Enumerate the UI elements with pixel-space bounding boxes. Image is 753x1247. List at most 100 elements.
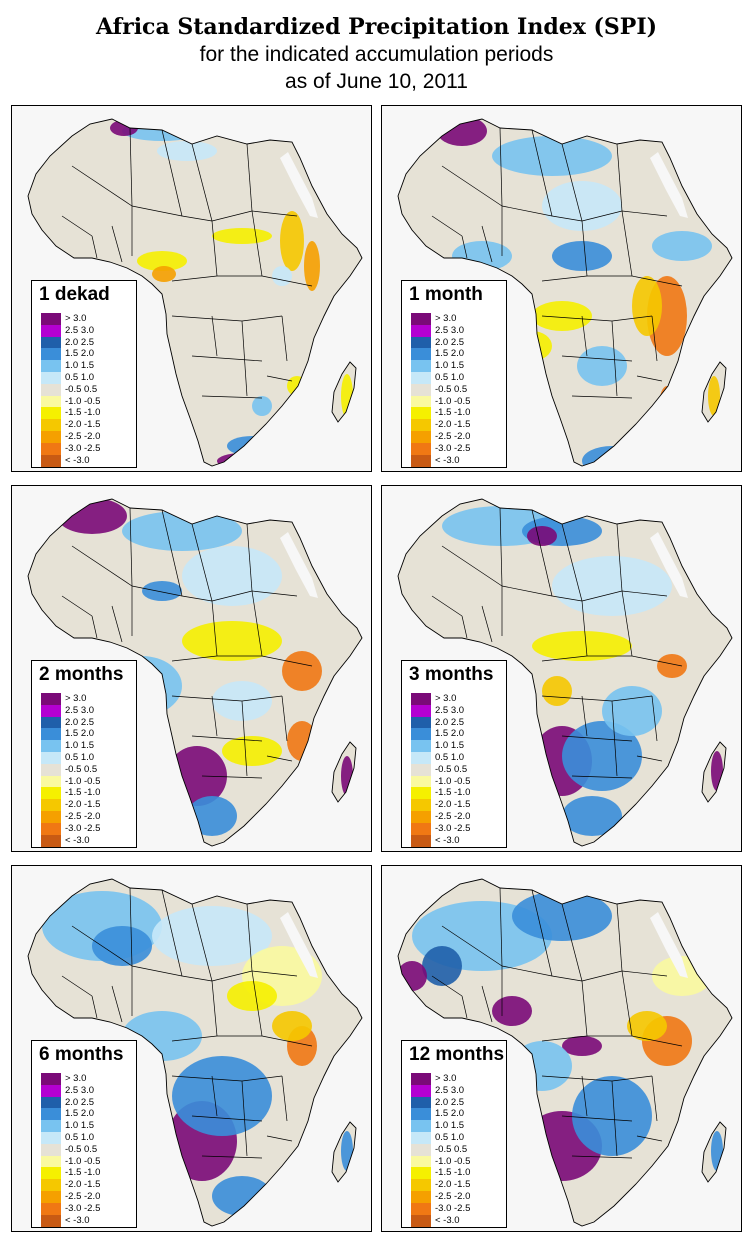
legend-row: > 3.0	[41, 1073, 135, 1085]
country-border	[191, 903, 213, 982]
legend-range-label: > 3.0	[435, 1073, 457, 1084]
country-border	[631, 655, 683, 667]
legend-row: -2.0 -1.5	[411, 799, 505, 812]
country-border	[441, 925, 503, 967]
legend-range-label: 1.0 1.5	[435, 360, 465, 372]
africa-landmass	[398, 119, 732, 466]
country-border	[441, 165, 503, 207]
country-border	[571, 775, 633, 779]
country-border	[251, 970, 298, 977]
legend-row: -1.5 -1.0	[41, 1167, 135, 1180]
map-panel-1-dekad: 1 dekad > 3.0 2.5 3.0 2.0 2.5 1.5 2.0 1.0 1.5…	[11, 105, 372, 472]
legend-swatch	[41, 763, 61, 776]
legend-swatch	[411, 822, 431, 835]
spi-anomaly-patch	[142, 581, 182, 601]
legend-row: 2.0 2.5	[41, 1096, 135, 1109]
country-border	[171, 1075, 243, 1082]
country-border	[581, 600, 588, 657]
legend-swatch	[411, 324, 431, 337]
legend-swatch	[411, 811, 431, 823]
country-border	[266, 755, 293, 762]
legend-range-label: -1.0 -0.5	[435, 1155, 471, 1167]
map-panel-1-month: 1 month > 3.0 2.5 3.0 2.0 2.5 1.5 2.0 1.0 1.5…	[381, 105, 742, 472]
coastline	[27, 118, 363, 467]
accumulation-period-label: 2 months	[39, 664, 124, 685]
legend-swatch	[411, 799, 431, 812]
country-border	[251, 970, 263, 1037]
madagascar-coastline	[701, 361, 727, 423]
legend-range-label: -0.5 0.5	[65, 1143, 98, 1155]
legend-range-label: 2.0 2.5	[65, 1096, 95, 1108]
country-border	[611, 1075, 653, 1082]
country-border	[616, 143, 623, 212]
legend-row: -2.5 -2.0	[411, 1191, 505, 1203]
country-border	[111, 985, 123, 1023]
country-border	[481, 605, 493, 643]
legend-range-label: -1.5 -1.0	[65, 407, 101, 419]
legend-range-label: 0.5 1.0	[435, 1132, 465, 1143]
legend-swatch	[41, 752, 61, 764]
country-border	[561, 903, 583, 982]
legend-range-label: -1.5 -1.0	[435, 787, 471, 799]
country-border	[461, 995, 468, 1019]
red-sea	[280, 152, 318, 218]
legend-row: 0.5 1.0	[41, 372, 135, 384]
spi-anomaly-patch	[632, 276, 662, 336]
spi-anomaly-patch	[280, 211, 304, 271]
country-borders	[431, 887, 683, 1159]
spi-anomaly-layer	[42, 891, 353, 1216]
spi-anomaly-patch	[137, 251, 187, 271]
country-border	[191, 735, 263, 742]
red-sea	[650, 532, 688, 598]
legend-swatch	[41, 1167, 61, 1180]
accumulation-period-label: 1 dekad	[39, 284, 110, 305]
legend-range-label: -1.0 -0.5	[65, 395, 101, 407]
legend-range-label: -3.0 -2.5	[65, 1202, 101, 1214]
legend-row: -2.0 -1.5	[411, 1179, 505, 1192]
legend-swatch	[41, 811, 61, 823]
country-border	[191, 523, 213, 602]
country-border	[129, 507, 133, 587]
legend-range-label: 2.5 3.0	[435, 324, 465, 336]
legend-row: 2.5 3.0	[411, 324, 505, 337]
country-border	[501, 585, 553, 597]
legend-row: 2.5 3.0	[41, 704, 135, 717]
spi-anomaly-patch	[304, 241, 320, 291]
spi-anomaly-patch	[542, 676, 572, 706]
country-border	[581, 980, 588, 1037]
legend-range-label: -2.0 -1.5	[435, 1179, 471, 1191]
legend-range-label: -1.0 -0.5	[65, 1155, 101, 1167]
country-border	[201, 1155, 263, 1159]
legend-range-label: 1.0 1.5	[435, 1120, 465, 1132]
spi-anomaly-patch	[532, 301, 592, 331]
legend-row: -0.5 0.5	[411, 383, 505, 396]
legend-swatch	[411, 775, 431, 788]
legend-range-label: > 3.0	[65, 313, 87, 324]
legend-row: 0.5 1.0	[41, 752, 135, 764]
legend-row: < -3.0	[411, 454, 505, 467]
accumulation-period-label: 12 months	[409, 1044, 505, 1065]
legend-swatch	[41, 383, 61, 396]
legend-swatch	[41, 324, 61, 337]
map-panel-12-months: 12 months > 3.0 2.5 3.0 2.0 2.5 1.5 2.0 1.0 1…	[381, 865, 742, 1232]
country-borders	[61, 127, 313, 399]
legend-swatch	[411, 1179, 431, 1192]
country-border	[481, 225, 493, 263]
legend-range-label: -3.0 -2.5	[65, 822, 101, 834]
spi-anomaly-patch	[152, 906, 272, 966]
country-border	[551, 975, 583, 982]
country-border	[161, 129, 183, 217]
legend-swatch	[411, 383, 431, 396]
legend-swatch	[411, 1073, 431, 1085]
legend-range-label: -0.5 0.5	[65, 763, 98, 775]
legend-row: < -3.0	[411, 1214, 505, 1227]
legend-swatch	[411, 716, 431, 729]
country-border	[261, 655, 313, 667]
legend-swatch	[41, 360, 61, 373]
legend-swatch	[411, 740, 431, 753]
legend-swatch	[411, 1096, 431, 1109]
country-border	[251, 210, 298, 217]
legend-row: -3.0 -2.5	[41, 822, 135, 835]
legend-swatch	[41, 1179, 61, 1192]
country-border	[241, 700, 248, 777]
